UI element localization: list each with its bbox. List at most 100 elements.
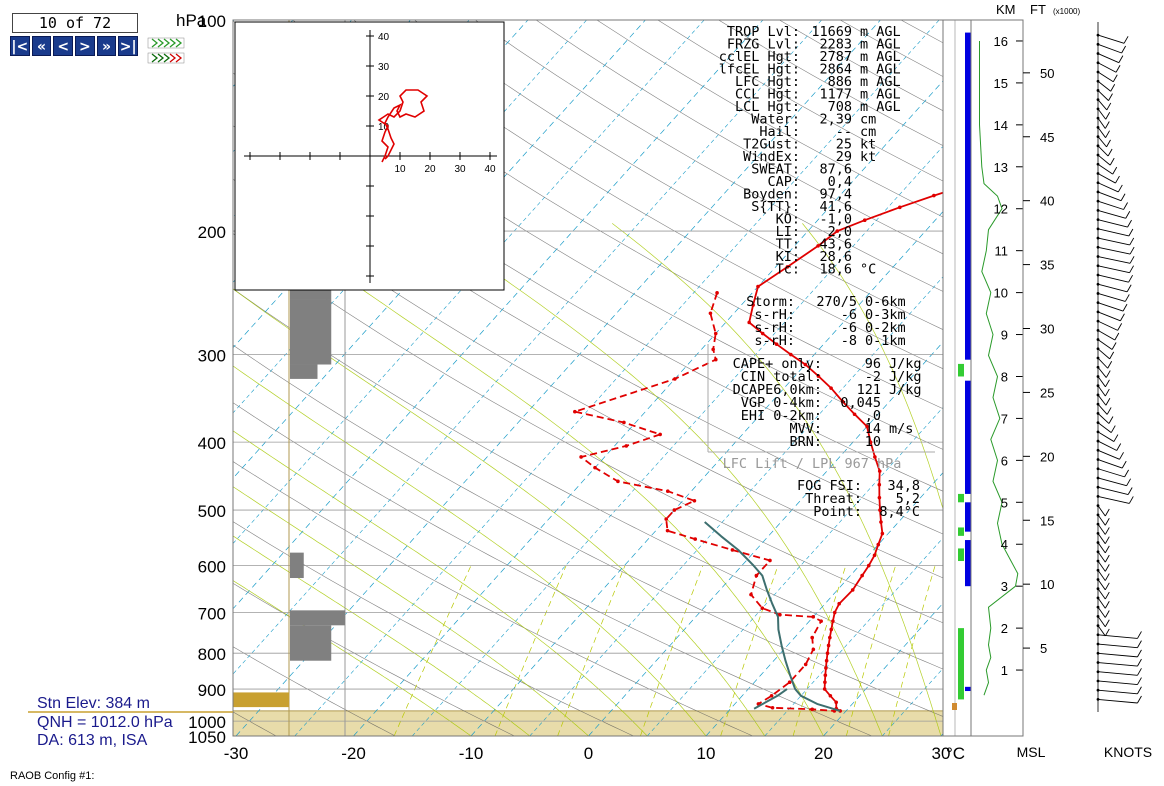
index-value: 41,6	[819, 199, 852, 215]
wind-barb	[1097, 228, 1129, 237]
moisture-bar-green	[958, 527, 964, 536]
index-value: 121	[857, 382, 881, 398]
wind-barb	[1097, 348, 1110, 360]
temperature-line-point	[865, 424, 869, 429]
mixing-ratio-line	[792, 565, 847, 736]
wind-barb	[1097, 643, 1138, 649]
index-name: CAPE+ only:	[733, 356, 822, 372]
index-value: -2	[865, 369, 881, 385]
wind-barb-point	[1096, 135, 1100, 138]
wind-barb-point	[1096, 402, 1100, 406]
temperature-line-point	[879, 520, 883, 524]
hodograph-x-label: 20	[424, 164, 436, 175]
wind-barb-point	[1096, 209, 1100, 212]
isotherm-line	[1059, 20, 1164, 736]
wind-barb	[1097, 90, 1109, 101]
km-tick-label: 7	[1001, 411, 1008, 426]
wind-barb	[1097, 136, 1107, 148]
wind-barb-point	[1096, 439, 1100, 443]
wind-barb	[1097, 329, 1116, 341]
wind-barb	[1097, 551, 1106, 563]
pressure-tick-label: 700	[198, 605, 226, 624]
wind-barb	[1097, 662, 1138, 667]
index-name: DCAPE6,0km:	[733, 382, 822, 398]
fastforward-button[interactable]: »	[96, 36, 117, 56]
wind-legend-icon-chevron	[163, 53, 171, 63]
dewpoint-line-point	[673, 377, 677, 381]
temperature-line-point	[823, 673, 828, 678]
index-name: Hail:	[759, 124, 800, 140]
temperature-line-point	[774, 342, 779, 347]
wind-barb-point	[1096, 522, 1100, 526]
temperature-line-point	[816, 374, 821, 378]
wind-barb-flag	[1111, 342, 1117, 350]
wind-barb-point	[1096, 550, 1100, 554]
wind-barb-flag	[1104, 619, 1110, 627]
wind-barb	[1097, 34, 1125, 44]
pressure-tick-label: 900	[198, 681, 226, 700]
wind-barb-flag	[1125, 211, 1131, 219]
temp-unit-label: °C	[946, 744, 965, 763]
wind-barb	[1097, 468, 1125, 478]
nav-counter: 10 of 72	[12, 13, 138, 33]
wind-barb-flag	[1107, 361, 1113, 369]
index-value: 0,4	[828, 174, 852, 190]
dewpoint-line-point	[713, 357, 718, 362]
first-button[interactable]: |<	[10, 36, 30, 56]
moisture-bar-blue	[965, 686, 971, 692]
wind-barb	[1097, 680, 1138, 686]
index-unit: J/kg	[889, 382, 922, 398]
ft-multiplier-label: (x1000)	[1053, 7, 1080, 16]
index-name: Water:	[751, 112, 800, 128]
index-name: lfcEL Hgt:	[719, 62, 800, 78]
dewpoint-line-point	[665, 489, 670, 494]
temperature-line-point	[877, 469, 882, 473]
wind-barb-flag	[1116, 443, 1122, 451]
temperature-line-point	[850, 588, 855, 592]
next-button[interactable]: >	[75, 36, 95, 56]
wind-barb-flag	[1124, 294, 1130, 302]
index-value: 0,045	[840, 395, 881, 411]
mixing-ratio-line	[888, 565, 936, 736]
km-tick-label: 5	[1001, 495, 1008, 510]
dewpoint-line-point	[810, 707, 815, 712]
ft-tick-label: 45	[1040, 130, 1054, 145]
isotherm-line	[233, 20, 764, 610]
wind-barb	[1097, 413, 1110, 424]
wind-barb-flag	[1107, 148, 1113, 157]
isotherm-line	[0, 20, 117, 736]
wind-barb-point	[1096, 467, 1100, 471]
index-name: CCL Hgt:	[735, 87, 800, 103]
wind-barb-flag	[1106, 102, 1112, 111]
temperature-line-point	[837, 601, 841, 606]
wind-barb	[1097, 237, 1130, 246]
wind-legend-icon-chevron	[151, 53, 159, 63]
index-name: s-rH:	[754, 307, 795, 323]
temperature-line-point	[862, 218, 867, 223]
temperature-line-point	[880, 531, 885, 536]
wind-barb	[1097, 431, 1115, 442]
index-name: CAP:	[767, 174, 800, 190]
dewpoint-line-point	[665, 528, 670, 533]
dewpoint-line-point	[624, 444, 629, 448]
dry-adiabat	[0, 20, 157, 736]
wind-barb-flag	[1104, 554, 1110, 563]
wind-barb-flag	[1104, 545, 1110, 554]
wind-barb-point	[1096, 661, 1100, 664]
temp-tick-label: -10	[459, 744, 484, 763]
temperature-line-point	[831, 619, 835, 623]
wind-barb	[1097, 99, 1108, 111]
last-button[interactable]: >|	[118, 36, 139, 56]
rewind-button[interactable]: «	[31, 36, 52, 56]
index-value: 708	[828, 99, 852, 115]
prev-button[interactable]: <	[53, 36, 74, 56]
wind-barb-point	[1096, 541, 1100, 544]
wind-barb	[1097, 422, 1112, 433]
wind-legend-icon-chevron	[157, 53, 165, 63]
index-name: LFC Hgt:	[735, 74, 800, 90]
wind-barb	[1097, 523, 1106, 535]
ft-tick-label: 5	[1040, 641, 1047, 656]
wind-barb-flag	[1112, 74, 1118, 83]
dewpoint-line-point	[622, 420, 626, 425]
hpa-unit-label: hPa	[176, 11, 207, 30]
